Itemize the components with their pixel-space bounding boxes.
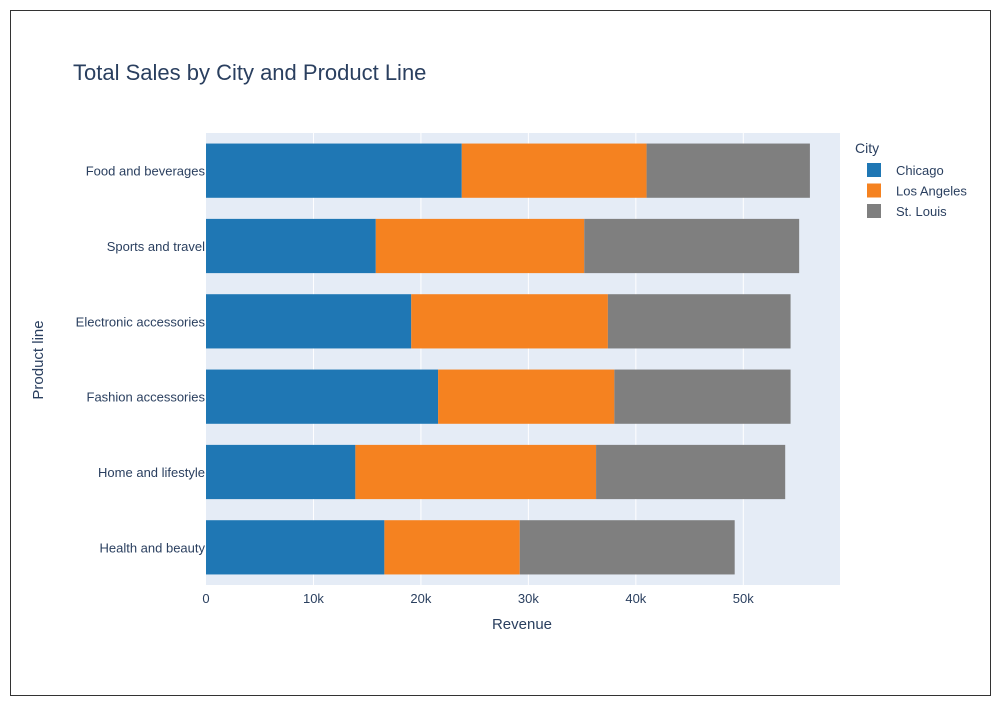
bar-st-louis (614, 369, 791, 424)
legend-item: St. Louis (896, 204, 947, 219)
bar-los-angeles (384, 520, 520, 575)
bar-los-angeles (438, 369, 615, 424)
x-tick-label: 50k (733, 591, 754, 606)
legend-swatch (867, 183, 881, 198)
legend-item: Los Angeles (896, 184, 967, 199)
plot-area (206, 133, 840, 585)
x-tick-label: 30k (518, 591, 539, 606)
bar-chicago (206, 369, 439, 424)
bar-chicago (206, 294, 412, 349)
bar-los-angeles (355, 444, 597, 500)
bar-chicago (206, 143, 462, 198)
legend-title: City (855, 140, 879, 156)
y-tick-label: Fashion accessories (87, 390, 206, 405)
chart-title: Total Sales by City and Product Line (73, 60, 426, 85)
y-axis-label: Product line (30, 320, 47, 399)
y-tick-label: Electronic accessories (76, 314, 206, 329)
y-tick-label: Sports and travel (107, 239, 205, 254)
bar-st-louis (596, 444, 786, 500)
legend-swatch (867, 163, 881, 177)
y-tick-label: Health and beauty (99, 540, 205, 555)
y-tick-label: Food and beverages (86, 164, 206, 179)
bar-st-louis (607, 294, 791, 349)
bar-st-louis (584, 218, 800, 274)
x-tick-label: 0 (202, 591, 209, 606)
bar-chicago (206, 218, 376, 274)
legend-swatch (867, 204, 881, 218)
x-tick-label: 20k (410, 591, 431, 606)
figure-border (10, 10, 991, 696)
bar-los-angeles (461, 143, 647, 198)
legend-item: Chicago (896, 163, 944, 178)
bar-los-angeles (375, 218, 585, 274)
x-axis-label: Revenue (492, 616, 552, 633)
y-tick-label: Home and lifestyle (98, 465, 205, 480)
x-tick-label: 40k (625, 591, 646, 606)
bar-chicago (206, 444, 356, 500)
bar-st-louis (646, 143, 810, 198)
bar-st-louis (519, 520, 735, 575)
bar-chicago (206, 520, 385, 575)
bar-los-angeles (411, 294, 608, 349)
x-tick-label: 10k (303, 591, 324, 606)
